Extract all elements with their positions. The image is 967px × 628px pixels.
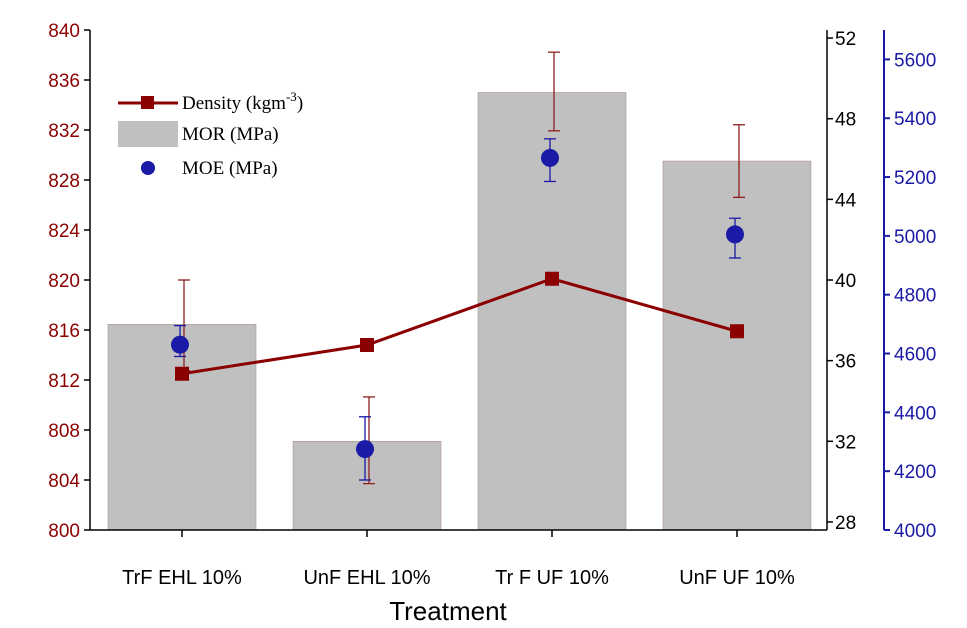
moe-point	[356, 440, 374, 459]
left-axis-tick-label: 840	[48, 21, 80, 42]
density-point	[545, 271, 559, 286]
right-outer-axis-tick-label: 4400	[894, 403, 936, 424]
density-line-layer	[181, 277, 738, 376]
x-axis-tick-label: UnF EHL 10%	[303, 567, 430, 589]
legend-density-sup: -3	[286, 89, 297, 104]
x-axis-tick-label: TrF EHL 10%	[122, 567, 242, 589]
right-outer-axis-tick-label: 4000	[894, 521, 936, 542]
legend-density-text: Density (kgm-3)	[182, 89, 303, 114]
x-axis-title: Treatment	[389, 596, 507, 626]
right-inner-axis-tick-label: 40	[835, 271, 856, 292]
right-inner-axis-tick-label: 52	[835, 29, 856, 50]
legend-density-label: Density (kgm	[182, 93, 286, 114]
mor-bar	[662, 160, 812, 531]
x-axis-tick-label: Tr F UF 10%	[495, 567, 609, 589]
legend-density-marker	[141, 96, 154, 109]
density-point	[360, 338, 374, 352]
density-line	[181, 277, 738, 376]
legend-moe-marker	[141, 161, 155, 175]
right-outer-axis-tick-label: 5600	[894, 50, 936, 71]
left-axis-tick-label: 800	[48, 521, 80, 542]
legend-density-close: )	[297, 93, 303, 114]
left-axis-tick-label: 804	[48, 471, 80, 492]
legend-moe-label: MOE (MPa)	[182, 158, 278, 179]
right-outer-axis-tick-label: 5200	[894, 168, 936, 189]
right-outer-axis-tick-label: 5000	[894, 227, 936, 248]
left-axis-tick-label: 832	[48, 121, 80, 142]
right-inner-axis-tick-label: 32	[835, 432, 856, 453]
moe-point	[541, 148, 559, 167]
error-bars-layer	[174, 51, 745, 485]
right-inner-axis-tick-label: 48	[835, 110, 856, 131]
left-axis-tick-label: 808	[48, 421, 80, 442]
legend: Density (kgm-3) MOR (MPa) MOE (MPa)	[118, 89, 303, 179]
density-point	[730, 324, 744, 339]
left-axis-tick-label: 828	[48, 171, 80, 192]
legend-mor-swatch	[118, 121, 178, 147]
right-inner-axis-tick-label: 36	[835, 352, 856, 373]
left-axis-tick-label: 820	[48, 271, 80, 292]
markers-layer	[171, 148, 744, 459]
left-axis-tick-label: 824	[48, 221, 80, 242]
moe-point	[171, 335, 189, 354]
right-outer-axis-tick-label: 4600	[894, 345, 936, 366]
left-axis-tick-label: 812	[48, 371, 80, 392]
left-axis-tick-label: 816	[48, 321, 80, 342]
right-inner-axis-tick-label: 28	[835, 513, 856, 534]
right-outer-axis-tick-label: 4800	[894, 286, 936, 307]
right-outer-axis-tick-label: 4200	[894, 462, 936, 483]
legend-mor-label: MOR (MPa)	[182, 124, 279, 145]
moe-point	[726, 225, 744, 244]
right-outer-axis-tick-label: 5400	[894, 109, 936, 130]
left-axis-tick-label: 836	[48, 71, 80, 92]
density-point	[175, 366, 189, 381]
right-inner-axis-tick-label: 44	[835, 190, 857, 211]
ticks-layer: 800 804 808 812 816 820 824 828 832 836 840 28 32 36 4…	[48, 21, 936, 589]
x-axis-tick-label: UnF UF 10%	[679, 567, 795, 589]
mor-bar	[107, 324, 257, 531]
